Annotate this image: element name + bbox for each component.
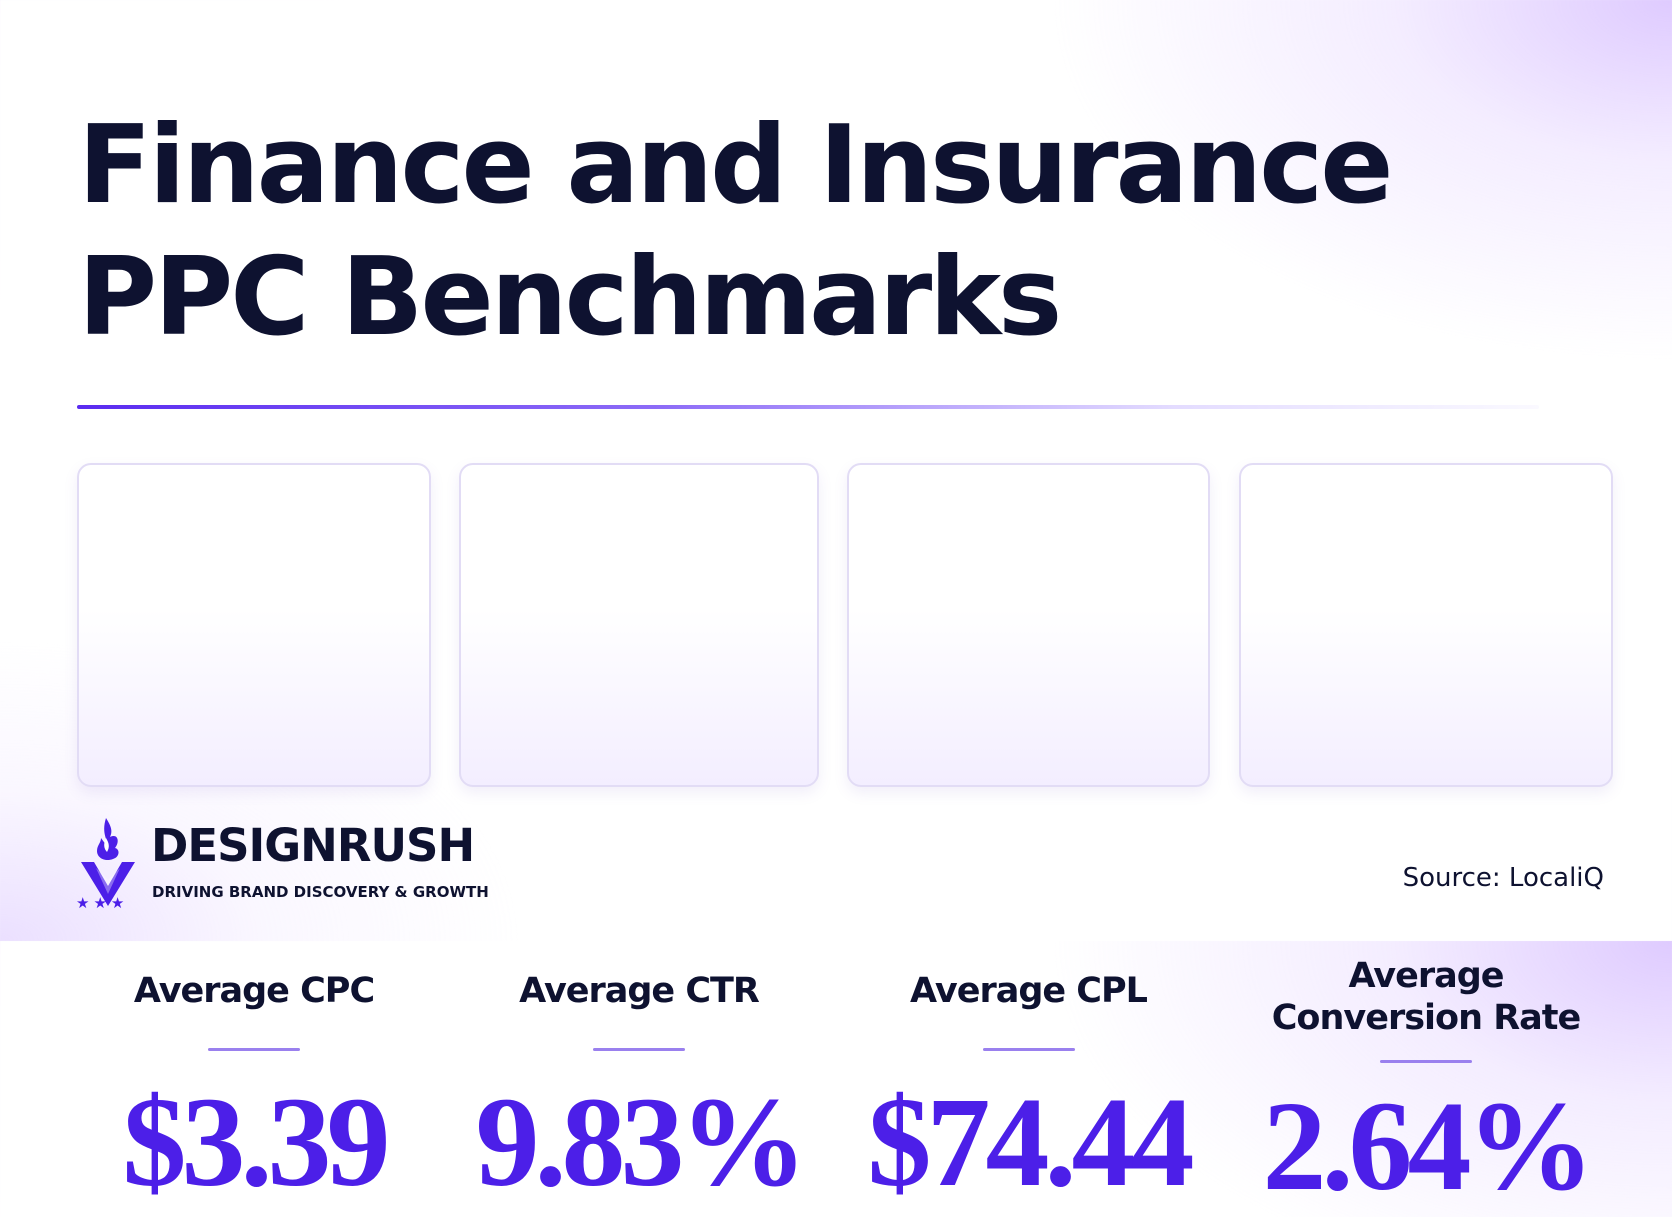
source-credit: Source: LocaliQ: [1402, 863, 1604, 893]
stat-value-conversion-rate: 2.64%: [1262, 1075, 1595, 1217]
stat-card-cpc: Average CPC $3.39: [77, 463, 431, 1212]
stat-underline: [982, 1048, 1075, 1051]
stat-value-cpc: $3.39: [122, 1071, 391, 1213]
stat-card-conversion-rate: Average Conversion Rate 2.64%: [1239, 463, 1613, 1216]
title-line-2: PPC Benchmarks: [78, 235, 1062, 360]
brand-name: DESIGNRUSH: [151, 819, 475, 872]
designrush-logo: ★★★ DESIGNRUSH DRIVING BRAND DISCOVERY &…: [76, 816, 500, 912]
title-divider: [77, 405, 1539, 409]
stat-underline: [208, 1048, 300, 1051]
brand-tagline: DRIVING BRAND DISCOVERY & GROWTH: [152, 883, 489, 901]
page-title: Finance and Insurance PPC Benchmarks: [78, 100, 1394, 364]
stat-card-ctr: Average CTR 9.83%: [459, 463, 819, 1212]
stat-label-conversion-rate-line-2: Conversion Rate: [1271, 998, 1581, 1038]
stat-card-cpl: Average CPL $74.44: [847, 463, 1210, 1212]
stat-value-ctr: 9.83%: [475, 1071, 808, 1213]
stat-label-conversion-rate-line-1: Average: [1348, 956, 1504, 996]
title-line-1: Finance and Insurance: [78, 103, 1394, 228]
designrush-logo-icon: [81, 818, 135, 906]
stat-label-ctr: Average CTR: [519, 971, 760, 1011]
stat-underline: [1380, 1060, 1472, 1063]
logo-stars: ★★★: [76, 894, 129, 912]
stat-underline: [593, 1048, 685, 1051]
stat-value-cpl: $74.44: [867, 1071, 1195, 1213]
stat-label-cpc: Average CPC: [133, 971, 375, 1011]
stat-label-cpl: Average CPL: [910, 971, 1148, 1011]
